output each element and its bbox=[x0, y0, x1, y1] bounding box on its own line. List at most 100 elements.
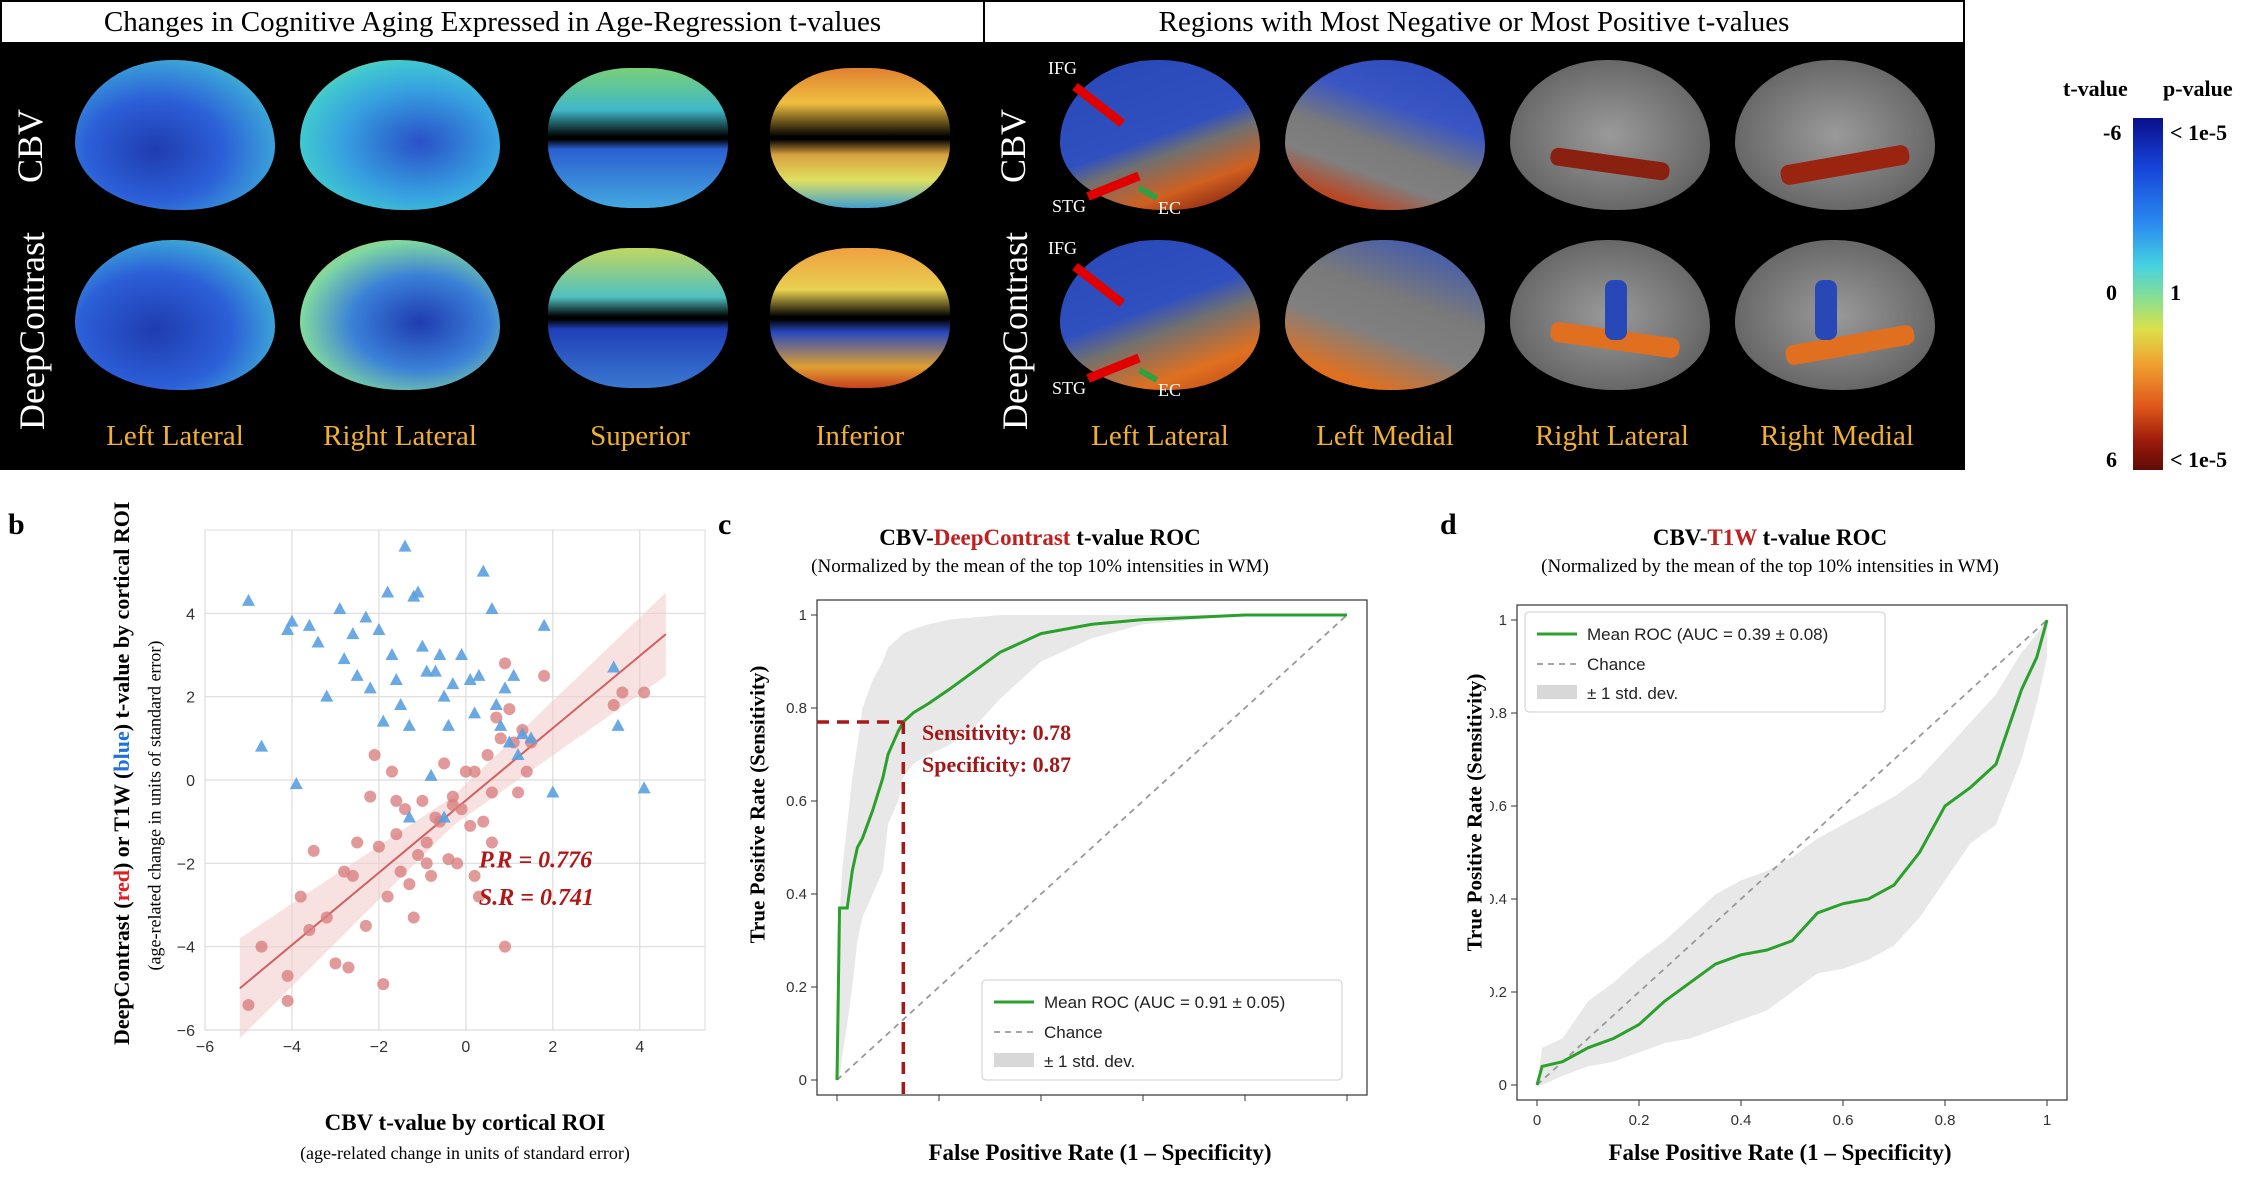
right-panel-title: Regions with Most Negative or Most Posit… bbox=[983, 0, 1965, 44]
y-tick-label: 0.6 bbox=[786, 793, 807, 810]
scatter-point-deepcontrast bbox=[520, 765, 533, 778]
y-tick-label: 0.8 bbox=[786, 700, 807, 717]
colorbar-t-bottom: 6 bbox=[2106, 447, 2117, 472]
scatter-point-t1w bbox=[333, 602, 347, 615]
left-panel-title: Changes in Cognitive Aging Expressed in … bbox=[0, 0, 985, 44]
y-tick-label: 0.2 bbox=[786, 979, 807, 996]
scatter-point-deepcontrast bbox=[425, 869, 438, 882]
scatter-point-deepcontrast bbox=[281, 969, 294, 982]
scatter-point-t1w bbox=[502, 735, 516, 748]
y-tick-label: 1 bbox=[1499, 612, 1507, 629]
scatter-point-deepcontrast bbox=[381, 890, 394, 903]
scatter-point-t1w bbox=[381, 585, 395, 598]
scatter-point-deepcontrast bbox=[485, 836, 498, 849]
scatter-point-t1w bbox=[546, 785, 560, 798]
panel-c-letter: c bbox=[718, 508, 732, 541]
scatter-point-deepcontrast bbox=[490, 711, 503, 724]
colorbar-p-top: < 1e-5 bbox=[2170, 120, 2228, 145]
scatter-point-t1w bbox=[359, 610, 373, 623]
annotation-stg-deepcontrast: STG bbox=[1052, 378, 1087, 398]
legend-std-swatch bbox=[1537, 685, 1577, 699]
colorbar-p-title: p-value bbox=[2163, 76, 2233, 101]
brain-cbv-superior bbox=[548, 68, 728, 208]
annotation-ifg-cbv: IFG bbox=[1048, 58, 1078, 78]
scatter-point-deepcontrast bbox=[499, 657, 511, 670]
scatter-point-deepcontrast bbox=[464, 819, 477, 832]
brain-cbv-region-right-medial bbox=[1735, 60, 1935, 210]
view-label-superior: Superior bbox=[590, 420, 690, 452]
std-dev-band bbox=[837, 615, 1347, 1080]
roc-d-title: CBV-T1W t-value ROC bbox=[1652, 525, 1888, 550]
scatter-chart: −6 −4 −2 0 2 4 −6 −4 −2 0 2 4 P.R = 0.776 S.R = 0.741 bbox=[177, 529, 706, 1056]
brain-deepcontrast-right-lateral bbox=[300, 240, 500, 390]
brain-cbv-inferior bbox=[770, 68, 950, 208]
scatter-point-deepcontrast bbox=[503, 703, 516, 716]
roc-c-subtitle: (Normalized by the mean of the top 10% i… bbox=[811, 556, 1269, 577]
confidence-band bbox=[239, 592, 666, 1039]
scatter-point-t1w bbox=[428, 664, 442, 677]
y-tick-label: 0 bbox=[799, 1072, 807, 1089]
row-label-deepcontrast-right: DeepContrast bbox=[995, 232, 1035, 430]
roc-d-chart: 0 0.2 0.4 0.6 0.8 1 0 0.2 0.4 0.6 0.8 1 Mean ROC (AU… bbox=[1490, 604, 2068, 1129]
scatter-point-t1w bbox=[433, 648, 447, 660]
legend-std: ± 1 std. dev. bbox=[1044, 1052, 1135, 1071]
scatter-point-deepcontrast bbox=[451, 857, 464, 870]
scatter-point-deepcontrast bbox=[616, 686, 629, 699]
x-tick-label: 0.4 bbox=[1731, 1112, 1752, 1129]
scatter-point-t1w bbox=[441, 718, 455, 731]
x-tick-label: 0 bbox=[833, 1107, 841, 1110]
x-tick-label: 1 bbox=[1343, 1107, 1351, 1110]
scatter-point-t1w bbox=[411, 585, 425, 598]
legend-box bbox=[981, 979, 1343, 1081]
colorbar-p-bottom: < 1e-5 bbox=[2170, 447, 2228, 472]
scatter-point-deepcontrast bbox=[407, 911, 420, 924]
colorbar bbox=[2133, 118, 2163, 470]
legend-chance: Chance bbox=[1587, 655, 1646, 674]
scatter-point-deepcontrast bbox=[368, 749, 381, 761]
mean-roc-line bbox=[835, 613, 1347, 1081]
scatter-point-t1w bbox=[402, 718, 416, 731]
scatter-point-t1w bbox=[376, 714, 390, 727]
y-tick-label: 0.2 bbox=[1490, 984, 1507, 1001]
scatter-point-t1w bbox=[489, 698, 503, 710]
roc-d-ylabel: True Positive Rate (Sensitivity) bbox=[1462, 673, 1487, 952]
x-tick-label: 0 bbox=[1533, 1112, 1541, 1129]
view-label-region-left-medial: Left Medial bbox=[1316, 420, 1454, 452]
legend-mean-roc: Mean ROC (AUC = 0.91 ± 0.05) bbox=[1044, 993, 1285, 1012]
brain-deepcontrast-left-lateral bbox=[75, 240, 275, 390]
scatter-point-t1w bbox=[281, 623, 295, 635]
x-tick-label: 0.6 bbox=[1133, 1107, 1154, 1110]
scatter-point-deepcontrast bbox=[303, 924, 316, 936]
scatter-point-deepcontrast bbox=[468, 869, 481, 882]
chance-line bbox=[836, 614, 1348, 1081]
scatter-point-t1w bbox=[255, 739, 269, 752]
view-label-right-lateral: Right Lateral bbox=[323, 420, 477, 452]
scatter-point-deepcontrast bbox=[342, 961, 355, 974]
y-tick-label: 1 bbox=[799, 607, 807, 624]
scatter-point-deepcontrast bbox=[494, 732, 507, 745]
scatter-point-deepcontrast bbox=[485, 786, 498, 799]
annotation-ifg-deepcontrast: IFG bbox=[1048, 238, 1078, 258]
scatter-point-t1w bbox=[468, 706, 482, 719]
panel-d-letter: d bbox=[1440, 508, 1457, 541]
pearson-r-label: P.R = 0.776 bbox=[478, 848, 592, 874]
view-label-region-left-lateral: Left Lateral bbox=[1091, 420, 1229, 452]
scatter-point-deepcontrast bbox=[446, 790, 459, 803]
scatter-point-t1w bbox=[524, 731, 538, 744]
sensitivity-label: Sensitivity: 0.78 bbox=[922, 720, 1072, 745]
scatter-point-t1w bbox=[437, 689, 451, 702]
colorbar-t-mid: 0 bbox=[2106, 280, 2117, 305]
scatter-point-t1w bbox=[337, 652, 351, 665]
legend-mean-roc: Mean ROC (AUC = 0.39 ± 0.08) bbox=[1587, 625, 1828, 644]
scatter-point-deepcontrast bbox=[512, 786, 525, 799]
x-tick-label: 0.4 bbox=[1031, 1107, 1052, 1110]
scatter-point-deepcontrast bbox=[607, 699, 620, 711]
roc-c-ylabel: True Positive Rate (Sensitivity) bbox=[745, 665, 770, 944]
annotation-ec-cbv: EC bbox=[1158, 198, 1182, 218]
scatter-point-t1w bbox=[476, 564, 490, 577]
x-tick-label: −6 bbox=[196, 1039, 214, 1056]
x-tick-label: 0.2 bbox=[1629, 1112, 1650, 1129]
scatter-point-deepcontrast bbox=[255, 940, 268, 953]
scatter-ylabel: DeepContrast (red) or T1W (blue) t-value… bbox=[109, 501, 134, 1045]
y-tick-label: −2 bbox=[177, 856, 195, 873]
